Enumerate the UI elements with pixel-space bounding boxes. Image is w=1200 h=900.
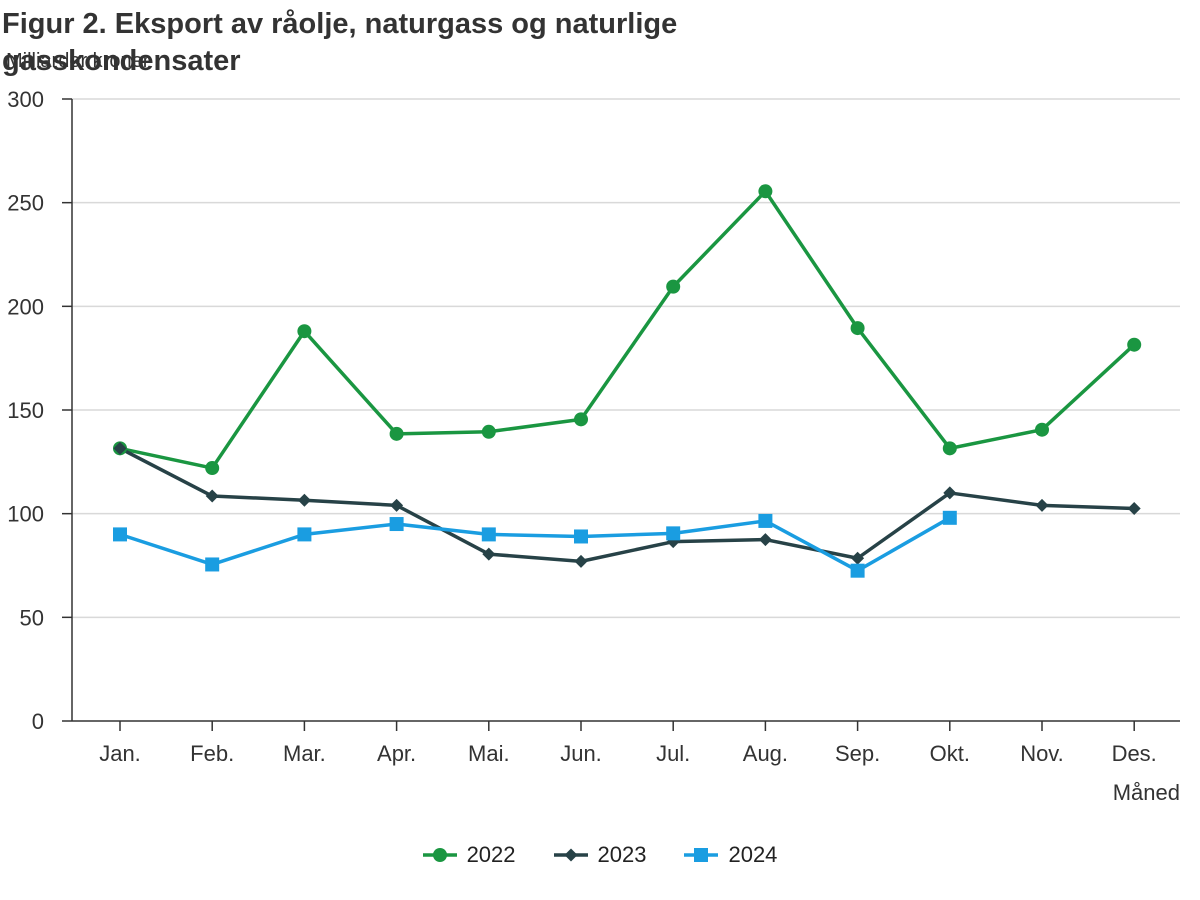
axes [62,98,1180,731]
legend-marker [432,848,447,862]
x-tick-label: Aug. [743,741,788,766]
x-tick-label: Nov. [1020,741,1064,766]
y-tick-label: 250 [7,191,44,216]
data-point-2023 [205,489,219,503]
data-point-2022 [666,279,681,294]
data-point-2022 [1035,422,1049,437]
x-tick-label: Jun. [560,741,602,766]
data-point-2023 [574,554,588,568]
data-point-2023 [113,441,127,455]
series-lines [119,189,1136,573]
x-tick-label: Jul. [656,741,690,766]
data-point-2024 [205,557,220,572]
legend-symbol [553,848,588,862]
data-point-2022 [850,321,865,336]
legend-item-2024[interactable]: 2024 [684,840,777,870]
y-tick-label: 100 [7,502,44,527]
x-tick-label: Sep. [835,741,880,766]
y-tick-label: 150 [7,398,44,423]
legend-symbol [684,848,719,862]
legend-label: 2023 [597,842,647,867]
legend: 2022 2023 2024 [0,840,1200,870]
grid-lines [72,98,1180,619]
x-tick-label: Okt. [930,741,970,766]
legend-label: 2022 [466,842,516,867]
data-point-2022 [481,424,496,439]
y-tick-label: 50 [20,605,44,630]
series-line-2024 [119,516,951,573]
series-line-2023 [119,446,1135,564]
x-tick-label: Des. [1112,741,1157,766]
data-point-2024 [758,513,773,528]
data-point-2024 [942,510,957,525]
legend-marker [564,848,578,862]
data-point-2022 [1127,337,1142,352]
data-point-2022 [389,426,404,441]
data-point-2024 [850,563,865,578]
x-tick-label: Feb. [190,741,234,766]
data-markers [113,184,1142,578]
data-point-2023 [1127,501,1141,515]
x-tick-label: Mai. [468,741,510,766]
x-tick-label: Jan. [99,741,141,766]
series-line-2022 [119,189,1136,470]
legend-marker [694,848,709,862]
data-point-2022 [574,412,588,427]
legend-symbol [422,848,457,862]
y-tick-label: 300 [7,87,44,112]
data-point-2023 [758,533,772,547]
x-tick-label: Apr. [377,741,416,766]
data-point-2022 [297,324,312,339]
legend-item-2023[interactable]: 2023 [553,840,647,870]
data-point-2022 [758,184,773,199]
data-point-2023 [1035,498,1049,512]
y-axis-label: Milliarder kroner [6,50,150,72]
data-point-2024 [113,527,127,542]
tick-labels: 0 50 100 150 200 250 300 Jan. Feb. Mar. Apr. Mai. Ju… [7,87,1180,805]
legend-label: 2024 [728,842,778,867]
data-point-2023 [943,486,957,500]
data-point-2024 [481,527,496,542]
data-point-2024 [389,517,404,532]
data-point-2023 [851,551,865,565]
chart-title: Figur 2. Eksport av råolje, naturgass og… [2,8,678,77]
data-point-2022 [205,461,220,476]
data-point-2024 [297,527,312,542]
data-point-2023 [297,493,311,507]
data-point-2024 [574,529,588,544]
y-tick-label: 200 [7,294,44,319]
y-tick-label: 0 [32,709,44,734]
data-point-2023 [482,547,496,561]
x-axis-label: Måned [1113,780,1180,805]
data-point-2024 [666,526,681,541]
legend-item-2022[interactable]: 2022 [422,840,516,870]
x-tick-label: Mar. [283,741,326,766]
data-point-2023 [390,498,404,512]
data-point-2022 [942,441,957,456]
